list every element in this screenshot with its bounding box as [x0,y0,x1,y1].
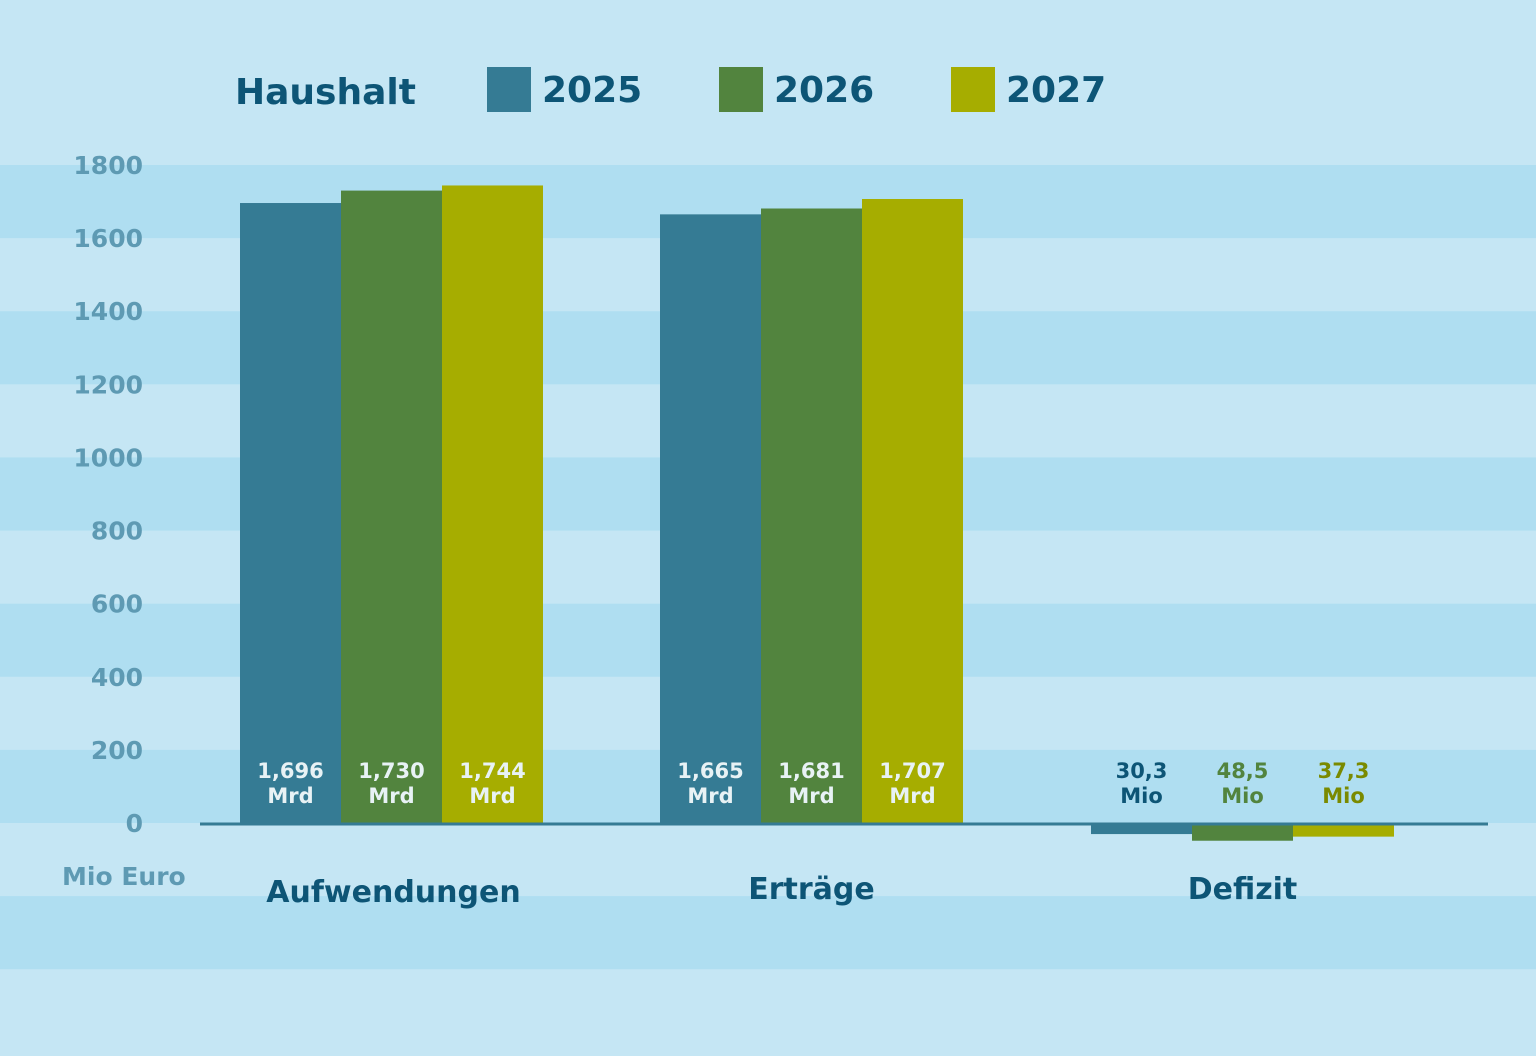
data-label-unit: Mio [1120,784,1163,808]
data-label-value: 30,3 [1116,759,1168,783]
bars: 1,696Mrd1,730Mrd1,744Mrd1,665Mrd1,681Mrd… [240,185,1394,841]
y-tick-label: 200 [91,736,143,765]
category-label: Defizit [1188,872,1298,907]
data-label-unit: Mio [1322,784,1365,808]
legend-label-2026: 2026 [774,70,874,111]
data-label-value: 37,3 [1318,759,1370,783]
legend-title: Haushalt [235,72,416,113]
bar-aufwendungen-2026 [341,190,442,824]
data-label-unit: Mrd [368,784,414,808]
y-tick-label: 1600 [73,224,143,253]
data-label-value: 1,681 [778,759,844,783]
data-label-value: 1,696 [257,759,323,783]
bar-defizit-2025 [1091,823,1192,835]
category-label: Erträge [748,872,875,907]
legend-swatch-2026 [719,67,763,112]
bar-erträge-2027 [862,198,963,823]
data-label-unit: Mrd [267,784,313,808]
y-tick-label: 600 [91,590,143,619]
legend-label-2027: 2027 [1006,70,1106,111]
y-axis-ticks: 0 200 400 600 800 1000 1200 1400 1600 1800 [73,151,143,838]
data-label-unit: Mrd [889,784,935,808]
data-label-value: 1,707 [879,759,945,783]
legend-label-2025: 2025 [542,70,642,111]
legend-swatch-2027 [951,67,995,112]
bar-aufwendungen-2025 [240,203,341,824]
bar-defizit-2027 [1293,823,1394,837]
bar-defizit-2026 [1192,823,1293,841]
data-label-unit: Mrd [788,784,834,808]
y-tick-label: 1400 [73,297,143,326]
data-label-unit: Mio [1221,784,1264,808]
y-tick-label: 1800 [73,151,143,180]
data-label-value: 48,5 [1217,759,1269,783]
grid-band [0,896,1536,970]
data-label-value: 1,730 [358,759,424,783]
data-label-unit: Mrd [687,784,733,808]
y-axis-label: Mio Euro [62,862,186,891]
category-label: Aufwendungen [266,875,520,910]
data-label-value: 1,665 [677,759,743,783]
bar-erträge-2025 [660,214,761,824]
data-label-value: 1,744 [459,759,525,783]
y-tick-label: 1200 [73,370,143,399]
legend-swatch-2025 [487,67,531,112]
category-labels: Aufwendungen Erträge Defizit [266,872,1297,910]
data-label-unit: Mrd [469,784,515,808]
y-tick-label: 1000 [73,443,143,472]
y-tick-label: 400 [91,663,143,692]
bar-erträge-2026 [761,208,862,824]
bar-aufwendungen-2027 [442,185,543,823]
y-tick-label: 0 [126,809,143,838]
legend: Haushalt 2025 2026 2027 [235,67,1106,113]
y-tick-label: 800 [91,517,143,546]
